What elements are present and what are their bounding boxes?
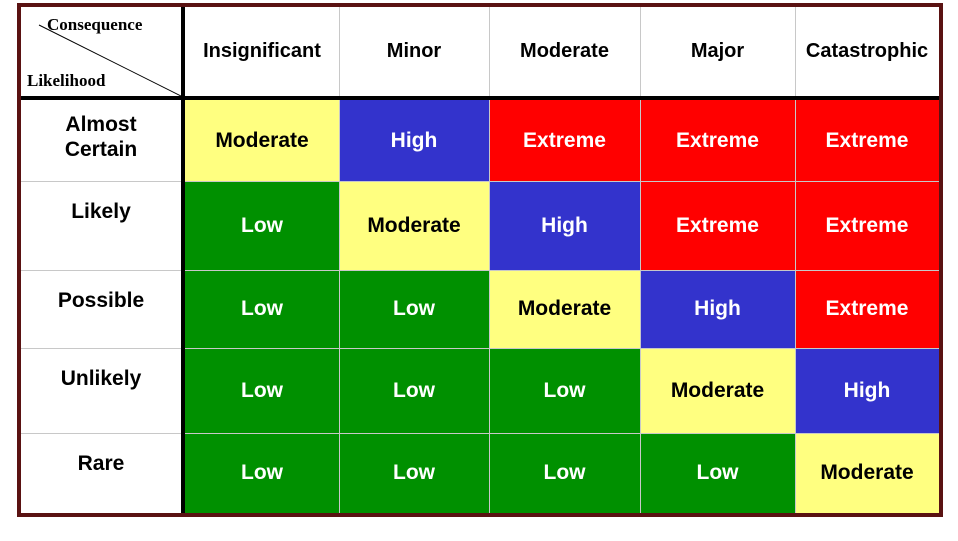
- column-header-major: Major: [690, 40, 745, 62]
- risk-cell-almost-certain-minor: High: [339, 100, 489, 181]
- corner-diagonal-line: [38, 24, 181, 96]
- risk-cell-almost-certain-moderate: Extreme: [489, 100, 640, 181]
- risk-cell-unlikely-moderate: Low: [489, 348, 640, 433]
- grid-line-vertical: [339, 7, 340, 513]
- risk-cell-almost-certain-catastrophic: Extreme: [795, 100, 939, 181]
- risk-cell-likely-insignificant: Low: [185, 181, 339, 270]
- grid-line-vertical: [795, 7, 796, 513]
- column-header-moderate: Moderate: [520, 40, 609, 62]
- risk-cell-unlikely-catastrophic: High: [795, 348, 939, 433]
- column-header-catastrophic: Catastrophic: [805, 40, 929, 62]
- likelihood-label: Likelihood: [27, 71, 106, 90]
- risk-cell-likely-major: Extreme: [640, 181, 795, 270]
- risk-cell-possible-insignificant: Low: [185, 270, 339, 348]
- consequence-label: Consequence: [47, 15, 143, 34]
- risk-cell-rare-moderate: Low: [489, 433, 640, 513]
- corner-header: Consequence Likelihood: [21, 7, 181, 96]
- risk-cell-unlikely-major: Moderate: [640, 348, 795, 433]
- row-header-almost-certain: Almost Certain: [64, 113, 138, 161]
- risk-cell-rare-catastrophic: Moderate: [795, 433, 939, 513]
- risk-cell-rare-minor: Low: [339, 433, 489, 513]
- row-header-rare: Rare: [77, 452, 125, 475]
- row-header-unlikely: Unlikely: [60, 367, 142, 390]
- risk-cell-possible-major: High: [640, 270, 795, 348]
- risk-cell-unlikely-minor: Low: [339, 348, 489, 433]
- header-separator-vertical: [181, 7, 185, 513]
- risk-cell-almost-certain-major: Extreme: [640, 100, 795, 181]
- risk-cell-likely-catastrophic: Extreme: [795, 181, 939, 270]
- risk-cell-rare-insignificant: Low: [185, 433, 339, 513]
- risk-cell-possible-moderate: Moderate: [489, 270, 640, 348]
- header-separator-horizontal: [21, 96, 939, 100]
- grid-line-horizontal: [21, 270, 939, 271]
- grid-line-horizontal: [21, 348, 939, 349]
- risk-cell-likely-moderate: High: [489, 181, 640, 270]
- column-header-insignificant: Insignificant: [203, 40, 321, 62]
- risk-matrix: Consequence Likelihood Insignificant Mino…: [17, 3, 943, 517]
- row-header-likely: Likely: [71, 200, 131, 223]
- column-header-minor: Minor: [386, 40, 442, 62]
- risk-cell-rare-major: Low: [640, 433, 795, 513]
- grid-line-horizontal: [21, 433, 939, 434]
- risk-cell-possible-catastrophic: Extreme: [795, 270, 939, 348]
- risk-cell-possible-minor: Low: [339, 270, 489, 348]
- grid-line-vertical: [489, 7, 490, 513]
- risk-cell-likely-minor: Moderate: [339, 181, 489, 270]
- risk-cell-almost-certain-insignificant: Moderate: [185, 100, 339, 181]
- row-header-possible: Possible: [57, 289, 145, 312]
- risk-cell-unlikely-insignificant: Low: [185, 348, 339, 433]
- grid-line-horizontal: [21, 181, 939, 182]
- grid-line-vertical: [640, 7, 641, 513]
